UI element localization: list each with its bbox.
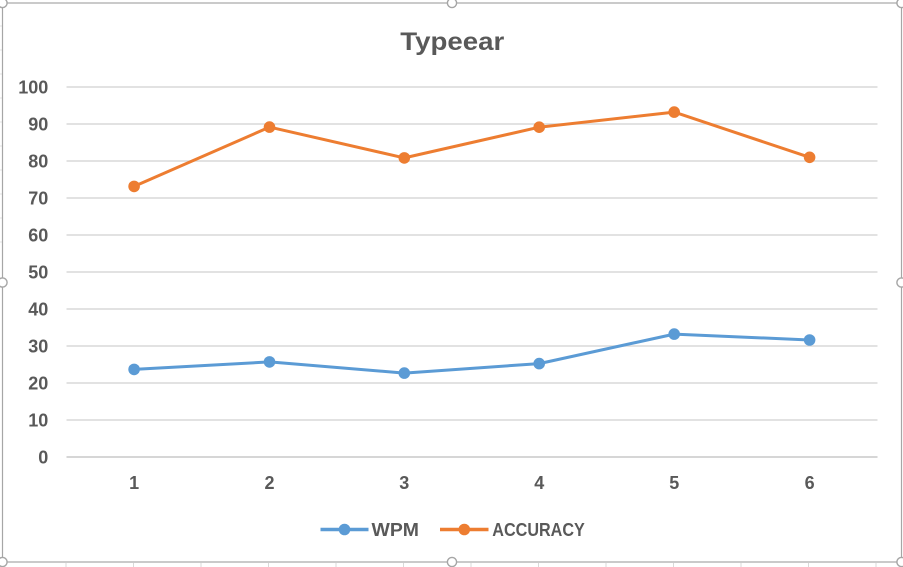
svg-text:ACCURACY: ACCURACY xyxy=(492,520,585,540)
svg-text:10: 10 xyxy=(28,410,48,430)
svg-text:100: 100 xyxy=(18,77,48,97)
svg-text:30: 30 xyxy=(28,336,48,356)
svg-text:WPM: WPM xyxy=(372,520,420,540)
svg-text:3: 3 xyxy=(399,473,409,493)
svg-text:4: 4 xyxy=(534,473,544,493)
svg-text:2: 2 xyxy=(264,473,274,493)
svg-text:70: 70 xyxy=(28,188,48,208)
svg-text:Typeear: Typeear xyxy=(400,28,504,56)
svg-text:6: 6 xyxy=(805,473,815,493)
svg-text:50: 50 xyxy=(28,262,48,282)
svg-text:90: 90 xyxy=(28,114,48,134)
svg-text:60: 60 xyxy=(28,225,48,245)
svg-text:40: 40 xyxy=(28,299,48,319)
svg-text:5: 5 xyxy=(669,473,679,493)
svg-text:0: 0 xyxy=(38,447,48,467)
svg-text:80: 80 xyxy=(28,151,48,171)
svg-text:20: 20 xyxy=(28,373,48,393)
svg-text:1: 1 xyxy=(129,473,139,493)
